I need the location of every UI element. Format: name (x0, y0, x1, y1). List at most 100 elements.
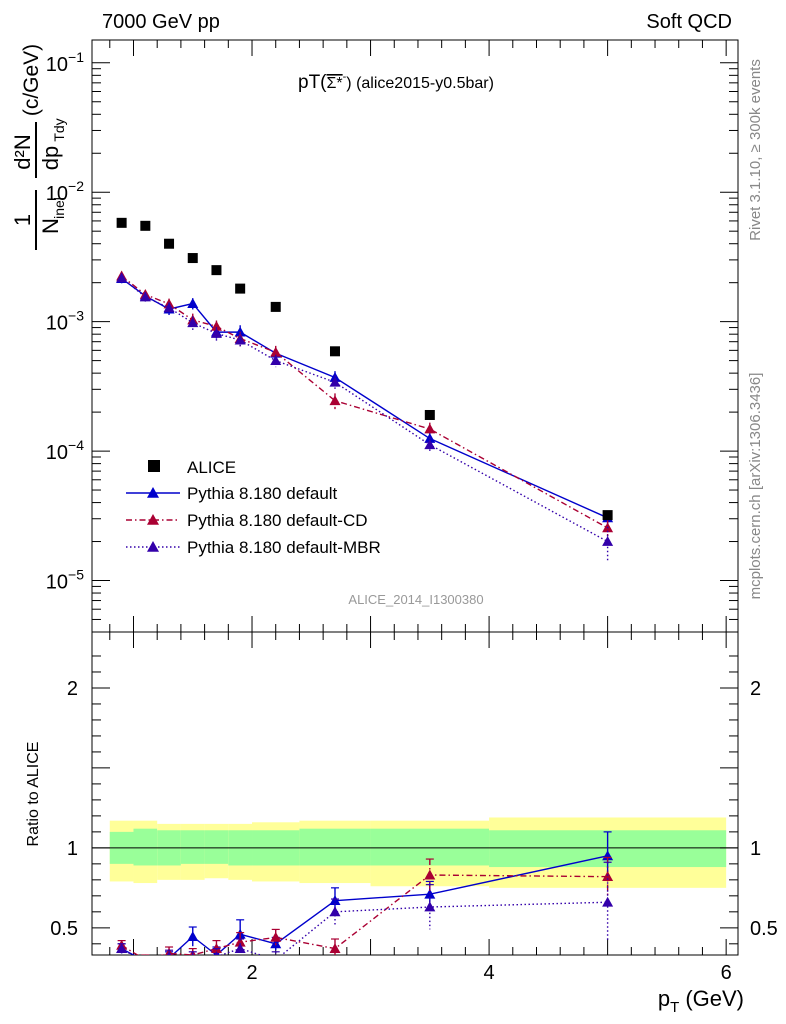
mcplots-label: mcplots.cern.ch [arXiv:1306.3436] (747, 373, 764, 600)
y-tick-label-−4: 10−4 (46, 437, 84, 464)
ratio-2-point-3 (191, 952, 195, 955)
alice-point-1 (140, 220, 151, 231)
ratio-series-2 (116, 861, 614, 967)
y-tick-label-−5: 10−5 (46, 566, 84, 593)
ratio-2-point-4 (214, 951, 219, 955)
ratio-1-point-6 (270, 931, 282, 942)
alice-point-5 (235, 283, 246, 294)
ratio-y-axis-label: Ratio to ALICE (25, 742, 42, 847)
series-2-point-0 (116, 272, 128, 283)
series-1-point-7 (329, 395, 341, 406)
analysis-watermark: ALICE_2014_I1300380 (348, 592, 483, 607)
legend-marker-2 (147, 541, 159, 552)
svg-text:d²N: d²N (10, 134, 35, 169)
y-tick-label-−3: 10−3 (46, 308, 84, 335)
y-tick-label-−1: 10−1 (46, 49, 84, 76)
legend-marker-alice (148, 460, 160, 472)
ratio-0-point-3 (187, 931, 199, 942)
alice-point-6 (270, 301, 281, 312)
legend-label-alice: ALICE (187, 458, 236, 477)
ratio-line-1 (121, 874, 608, 955)
alice-point-7 (329, 346, 340, 357)
x-tick-label-4: 4 (484, 962, 495, 984)
ratio-0-point-1 (140, 956, 151, 966)
alice-point-0 (116, 217, 127, 228)
series-1-point-4 (210, 320, 222, 331)
ratio-2-point-6 (275, 954, 277, 955)
ratio-line-0 (121, 855, 608, 955)
band-stat-4 (204, 830, 229, 864)
x-tick-label-2: 2 (246, 962, 257, 984)
x-axis-label: pT (GeV) (658, 986, 744, 1016)
ratio-1-point-9 (602, 871, 614, 882)
plot-title: pT(Σ*-) (alice2015-y0.5bar) (298, 71, 494, 93)
legend-label-1: Pythia 8.180 default-CD (187, 511, 368, 530)
series-2-point-3 (187, 317, 199, 328)
ratio-1-point-7 (329, 943, 341, 954)
ratio-tick-label-right-1: 1 (750, 838, 761, 860)
series-0-point-3 (187, 298, 199, 308)
svg-text:1: 1 (10, 214, 35, 226)
legend-label-2: Pythia 8.180 default-MBR (187, 538, 381, 557)
ratio-1-point-8 (424, 869, 436, 880)
series-1-point-6 (270, 346, 282, 357)
ratio-panel-frame (91, 631, 739, 956)
ratio-tick-label-2: 2 (67, 678, 78, 700)
ratio-line-2 (121, 901, 608, 955)
alice-point-4 (211, 265, 222, 276)
ratio-series (116, 831, 614, 967)
legend-marker-1 (147, 514, 159, 525)
series-2 (116, 272, 614, 562)
series-2-point-4 (210, 327, 222, 338)
svg-text:inel: inel (51, 197, 67, 219)
alice-point-8 (424, 409, 435, 420)
legend-label-0: Pythia 8.180 default (187, 484, 338, 503)
ratio-2-point-2 (166, 951, 172, 955)
x-tick-label-6: 6 (721, 962, 732, 984)
series-2-point-9 (602, 536, 614, 546)
ratio-tick-label-0.5: 0.5 (50, 918, 78, 940)
y-tick-label-−2: 10−2 (46, 178, 84, 205)
header-energy: 7000 GeV pp (102, 11, 220, 33)
ratio-2-point-9 (602, 896, 614, 907)
svg-text:dp: dp (38, 146, 63, 170)
ratio-2-point-1 (140, 957, 151, 967)
ratio-1-point-1 (144, 954, 146, 955)
band-stat-7 (299, 828, 371, 866)
y-axis-label: 1 N inel d²N dp Tdy (c/GeV) (10, 44, 67, 250)
ratio-2-point-5 (234, 943, 246, 954)
alice-point-3 (187, 253, 198, 264)
rivet-label: Rivet 3.1.10, ≥ 300k events (747, 59, 764, 241)
series-line-1 (121, 275, 608, 529)
series-1-point-8 (424, 423, 436, 434)
header-category: Soft QCD (646, 11, 732, 33)
legend: ALICE Pythia 8.180 default Pythia 8.180 de… (126, 458, 381, 557)
svg-text:(c/GeV): (c/GeV) (20, 44, 43, 116)
series-line-2 (121, 277, 608, 543)
band-stat-1 (133, 828, 158, 866)
ratio-1-point-5 (234, 936, 246, 947)
series-line-0 (121, 278, 608, 519)
series-2-point-6 (270, 355, 282, 366)
series-2-point-5 (234, 334, 246, 345)
svg-text:N: N (38, 218, 63, 234)
legend-marker-0 (147, 487, 159, 498)
ratio-2-point-8 (424, 901, 436, 912)
ratio-2-point-7 (329, 906, 341, 917)
band-stat-3 (180, 830, 205, 864)
series-2-point-8 (424, 439, 436, 450)
svg-text:Tdy: Tdy (51, 118, 67, 141)
series-0-point-5 (234, 326, 246, 337)
ratio-uncertainty-bands (92, 817, 738, 888)
axes: 2 4 6 10−5 10−4 10−3 10−2 10−1 0.5 0.5 1 1 2 2 (46, 39, 778, 984)
series-2-point-7 (329, 376, 341, 387)
ratio-tick-label-right-0.5: 0.5 (750, 918, 778, 940)
data-series (116, 217, 614, 967)
ratio-2-point-0 (116, 943, 128, 954)
alice-point-2 (164, 238, 175, 249)
series-2-point-2 (163, 302, 175, 313)
alice-point-9 (602, 510, 613, 521)
ratio-tick-label-right-2: 2 (750, 678, 761, 700)
series-2-point-1 (139, 291, 151, 302)
